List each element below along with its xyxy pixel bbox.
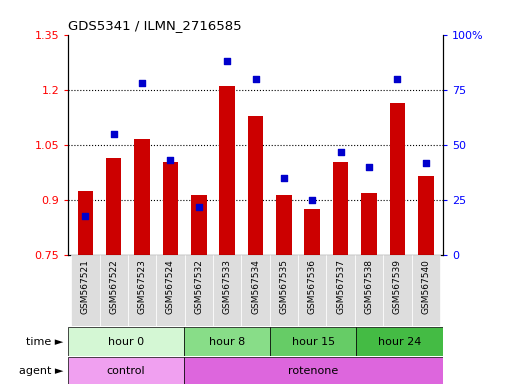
Text: hour 24: hour 24 [377, 336, 420, 347]
Point [421, 160, 429, 166]
Bar [326, 255, 354, 326]
Text: time ►: time ► [26, 336, 63, 347]
Bar [417, 176, 433, 255]
Text: hour 0: hour 0 [108, 336, 144, 347]
Bar [190, 195, 206, 255]
Point [81, 213, 89, 219]
Bar [68, 357, 183, 384]
Bar [106, 158, 121, 255]
Text: GSM567523: GSM567523 [137, 259, 146, 314]
Bar [297, 255, 326, 326]
Point [138, 80, 146, 86]
Point [308, 197, 316, 203]
Text: GSM567535: GSM567535 [279, 259, 288, 314]
Bar [354, 255, 382, 326]
Text: control: control [107, 366, 145, 376]
Bar [356, 327, 442, 356]
Text: GSM567534: GSM567534 [250, 259, 260, 314]
Point [110, 131, 118, 137]
Bar [71, 255, 99, 326]
Bar [304, 209, 320, 255]
Bar [269, 255, 297, 326]
Point [364, 164, 372, 170]
Bar [77, 191, 93, 255]
Text: rotenone: rotenone [287, 366, 338, 376]
Bar [156, 255, 184, 326]
Text: GSM567521: GSM567521 [81, 259, 90, 314]
Point [336, 149, 344, 155]
Point [279, 175, 287, 181]
Text: GSM567522: GSM567522 [109, 259, 118, 314]
Text: GSM567540: GSM567540 [420, 259, 429, 314]
Bar [68, 327, 183, 356]
Bar [247, 116, 263, 255]
Bar [332, 162, 348, 255]
Bar [183, 357, 442, 384]
Point [392, 76, 400, 82]
Bar [128, 255, 156, 326]
Point [251, 76, 259, 82]
Text: hour 15: hour 15 [291, 336, 334, 347]
Bar [213, 255, 241, 326]
Text: GSM567524: GSM567524 [166, 259, 175, 314]
Bar [389, 103, 405, 255]
Point [223, 58, 231, 64]
Point [194, 204, 203, 210]
Text: GSM567538: GSM567538 [364, 259, 373, 314]
Bar [219, 86, 234, 255]
Text: GSM567532: GSM567532 [194, 259, 203, 314]
Text: GDS5341 / ILMN_2716585: GDS5341 / ILMN_2716585 [68, 19, 241, 32]
Bar [361, 193, 376, 255]
Bar [411, 255, 439, 326]
Bar [183, 327, 269, 356]
Text: GSM567536: GSM567536 [307, 259, 316, 314]
Bar [241, 255, 269, 326]
Bar [382, 255, 411, 326]
Bar [134, 139, 149, 255]
Text: hour 8: hour 8 [208, 336, 244, 347]
Point [166, 157, 174, 164]
Bar [184, 255, 213, 326]
Text: GSM567533: GSM567533 [222, 259, 231, 314]
Bar [269, 327, 356, 356]
Bar [276, 195, 291, 255]
Bar [162, 162, 178, 255]
Text: GSM567537: GSM567537 [335, 259, 344, 314]
Text: agent ►: agent ► [19, 366, 63, 376]
Bar [99, 255, 128, 326]
Text: GSM567539: GSM567539 [392, 259, 401, 314]
